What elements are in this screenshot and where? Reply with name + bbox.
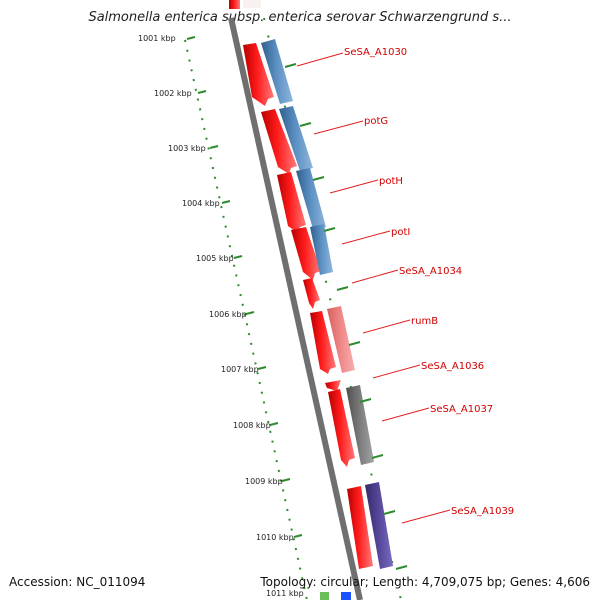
- feature-marker-3: [312, 176, 325, 181]
- feature-markers: [284, 63, 408, 570]
- gene-label-sesa-a1039: SeSA_A1039: [451, 506, 514, 517]
- leader-sesa-a1036: [372, 364, 421, 379]
- scale-tick-1009: [281, 478, 291, 482]
- scale-tick-1004: [221, 200, 231, 204]
- gene-sesa-a1039-feature: [365, 482, 393, 569]
- scale-tick-1005: [233, 255, 243, 259]
- feature-marker-9: [383, 510, 396, 515]
- feature-marker-7: [359, 398, 372, 403]
- genome-backbone: [228, 17, 363, 600]
- gene-poth-feature: [296, 168, 326, 229]
- gene-potg-cds: [261, 109, 297, 174]
- scale-tick-1002: [197, 90, 207, 94]
- bottom-green-fragment: [320, 592, 329, 600]
- bottom-blue-fragment: [341, 592, 351, 600]
- leader-potg: [313, 120, 364, 135]
- leader-poti: [341, 230, 391, 245]
- scale-label-1006: 1006 kbp: [209, 310, 247, 319]
- scale-label-1008: 1008 kbp: [233, 421, 271, 430]
- scale-label-1010: 1010 kbp: [256, 533, 294, 542]
- feature-marker-4: [323, 227, 336, 232]
- gene-label-poth: potH: [379, 176, 403, 187]
- gene-features: [243, 39, 393, 600]
- gene-label-sesa-a1034: SeSA_A1034: [399, 266, 462, 277]
- scale-label-1009: 1009 kbp: [245, 477, 283, 486]
- scale-label-1003: 1003 kbp: [168, 144, 206, 153]
- feature-marker-8: [371, 454, 384, 459]
- leader-poth: [329, 179, 379, 194]
- gene-poth-cds: [277, 172, 306, 233]
- gene-label-sesa-a1036: SeSA_A1036: [421, 361, 484, 372]
- gene-rumb-feature: [327, 306, 355, 373]
- feature-marker-2: [299, 122, 312, 127]
- feature-marker-1: [284, 63, 297, 68]
- gene-sesa-a1037-cds: [328, 389, 355, 467]
- gene-label-rumb: rumB: [411, 316, 438, 327]
- gene-poti-feature: [310, 224, 333, 275]
- top-cds-fragment: [229, 0, 240, 9]
- leader-sesa-a1034: [351, 269, 399, 284]
- feature-marker-5: [336, 286, 349, 291]
- gene-sesa-a1030-feature: [261, 39, 293, 104]
- gene-sesa-a1034-cds: [303, 278, 320, 309]
- scale-tick-1010: [293, 534, 303, 538]
- leader-rumb: [362, 319, 411, 334]
- gene-sesa-a1030-cds: [243, 43, 274, 106]
- scale-label-1007: 1007 kbp: [221, 365, 259, 374]
- gene-label-sesa-a1030: SeSA_A1030: [344, 47, 407, 58]
- scale-tick-1007: [257, 366, 267, 370]
- gene-label-sesa-a1037: SeSA_A1037: [430, 404, 493, 415]
- scale-label-1004: 1004 kbp: [182, 199, 220, 208]
- scale-tick-1008: [269, 422, 279, 426]
- genome-title: Salmonella enterica subsp. enterica sero…: [88, 10, 512, 25]
- leader-sesa-a1039: [401, 509, 451, 524]
- gene-sesa-a1037-feature: [346, 385, 374, 465]
- top-feature-fragment: [243, 0, 261, 8]
- scale-label-1002: 1002 kbp: [154, 89, 192, 98]
- feature-marker-6: [348, 341, 361, 346]
- gene-potg-feature: [279, 106, 313, 171]
- scale-label-1005: 1005 kbp: [196, 254, 234, 263]
- feature-marker-10: [395, 565, 408, 570]
- gene-label-poti: potI: [391, 227, 410, 238]
- scale-ticks: [186, 36, 303, 538]
- leader-sesa-a1030: [296, 52, 344, 67]
- gene-sesa-a1039-cds: [347, 486, 373, 569]
- genome-summary-text: Topology: circular; Length: 4,709,075 bp…: [260, 575, 590, 589]
- scale-label-1011: 1011 kbp: [266, 589, 304, 598]
- gene-label-potg: potG: [364, 116, 388, 127]
- gene-rumb-cds: [310, 311, 336, 374]
- gene-poti-cds: [291, 227, 321, 280]
- gene-labels: SeSA_A1030 potG potH potI SeSA_A1034 rum…: [344, 47, 514, 517]
- scale-label-1001: 1001 kbp: [138, 34, 176, 43]
- gene-leader-lines: [296, 52, 451, 524]
- accession-text: Accession: NC_011094: [9, 575, 146, 589]
- leader-sesa-a1037: [381, 407, 430, 422]
- scale-labels: 1001 kbp 1002 kbp 1003 kbp 1004 kbp 1005…: [138, 34, 304, 598]
- scale-tick-1003: [209, 145, 219, 149]
- gene-sesa-a1036-cds: [325, 380, 341, 391]
- scale-tick-1006: [245, 311, 255, 315]
- scale-tick-1001: [186, 36, 196, 40]
